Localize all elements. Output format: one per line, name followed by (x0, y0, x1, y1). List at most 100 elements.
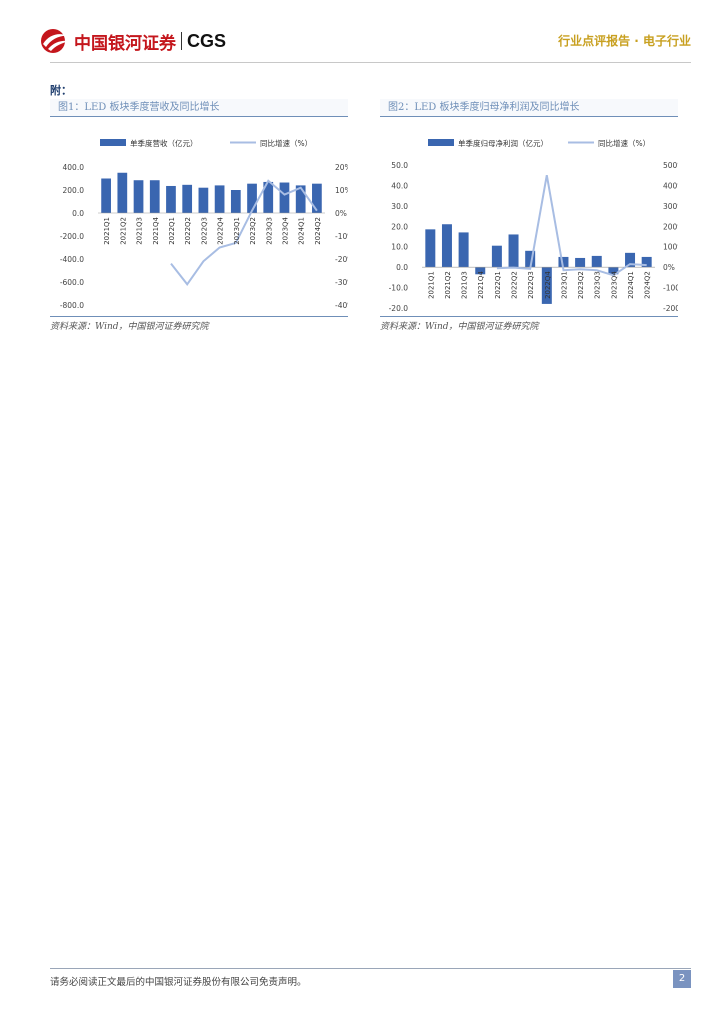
legend-bar-swatch (100, 139, 126, 146)
bar (182, 184, 193, 213)
x-axis-category-label: 2022Q2 (511, 271, 519, 299)
y-axis-right-tick: -200% (663, 304, 678, 313)
x-axis-category-label: 2023Q2 (577, 271, 585, 299)
bar (214, 185, 225, 213)
figure-border (50, 316, 348, 317)
bar (575, 257, 586, 268)
y-axis-left-tick: 40.0 (391, 181, 408, 190)
bar (101, 178, 111, 213)
legend-line-label: 同比增速（%） (260, 138, 312, 148)
y-axis-right-tick: 300% (663, 202, 678, 211)
figure-revenue: 图1：LED 板块季度营收及同比增长 单季度营收（亿元） 同比增速（%） 400.0… (50, 99, 348, 317)
bar (263, 181, 274, 213)
x-axis-category-label: 2021Q3 (136, 217, 144, 245)
y-axis-right-tick: -40% (335, 301, 348, 310)
bar (558, 256, 569, 268)
header-divider (50, 62, 691, 63)
galaxy-logo-icon (41, 29, 69, 53)
brand-name-cn: 中国银河证券 (74, 33, 176, 54)
legend-bar-swatch (428, 139, 454, 146)
bar (295, 185, 306, 213)
x-axis-category-label: 2022Q1 (494, 271, 502, 299)
y-axis-left-tick: 0.0 (72, 209, 84, 218)
bar (491, 245, 502, 268)
y-axis-left-tick: -20.0 (389, 304, 409, 313)
bar (149, 180, 160, 213)
x-axis-category-label: 2024Q1 (627, 271, 635, 299)
appendix-label: 附： (50, 84, 72, 97)
y-axis-right-tick: -30% (335, 278, 348, 287)
brand-logo: 中国银河证券 CGS (40, 28, 226, 54)
figure-border (380, 316, 678, 317)
bar (525, 250, 536, 268)
y-axis-right-tick: 200% (663, 222, 678, 231)
brand-separator (181, 32, 182, 50)
bar (475, 267, 486, 275)
y-axis-left-tick: 0.0 (396, 263, 408, 272)
bar (641, 256, 652, 268)
bar (591, 255, 602, 268)
y-axis-left-tick: 20.0 (391, 222, 408, 231)
y-axis-right-tick: 0% (663, 263, 675, 272)
footer-divider (50, 968, 691, 969)
bar (458, 232, 469, 268)
y-axis-left-tick: 200.0 (63, 186, 85, 195)
figure-source: 资料来源：Wind，中国银河证券研究院 (50, 322, 209, 332)
bar (117, 172, 128, 213)
y-axis-right-tick: 100% (663, 243, 678, 252)
x-axis-category-label: 2023Q3 (265, 217, 273, 245)
bar (425, 229, 436, 268)
x-axis-category-label: 2022Q1 (168, 217, 176, 245)
y-axis-right-tick: 400% (663, 181, 678, 190)
x-axis-category-label: 2023Q2 (249, 217, 257, 245)
x-axis-category-label: 2021Q4 (477, 271, 485, 299)
x-axis-category-label: 2022Q3 (200, 217, 208, 245)
legend-bar-label: 单季度营收（亿元） (130, 138, 198, 148)
x-axis-category-label: 2022Q3 (527, 271, 535, 299)
report-type: 行业点评报告 · 电子行业 (558, 34, 691, 48)
figure-title: 图2：LED 板块季度归母净利润及同比增长 (380, 99, 678, 117)
revenue-chart: 单季度营收（亿元） 同比增速（%） 400.0 200.0 0.0 -200.0 -400.… (60, 138, 348, 310)
y-axis-left-tick: 30.0 (391, 202, 408, 211)
bar (312, 183, 322, 213)
growth-line-series (496, 175, 647, 277)
x-axis-category-label: 2023Q1 (233, 217, 241, 245)
y-axis-left-tick: 10.0 (391, 243, 408, 252)
x-axis-category-label: 2023Q3 (594, 271, 602, 299)
x-axis-category-label: 2021Q2 (119, 217, 127, 245)
brand-name-en: CGS (187, 30, 227, 51)
y-axis-right-tick: 20% (335, 163, 348, 172)
x-axis-category-label: 2023Q4 (281, 216, 289, 244)
y-axis-right-tick: 500% (663, 161, 678, 170)
x-axis-category-label: 2021Q1 (427, 271, 435, 299)
bar (198, 187, 209, 213)
bar (625, 252, 636, 268)
legend-line-label: 同比增速（%） (598, 138, 650, 148)
x-axis-category-label: 2022Q4 (544, 271, 552, 299)
growth-line-series (170, 179, 318, 286)
y-axis-left-tick: 400.0 (63, 163, 85, 172)
y-axis-left-tick: -600.0 (60, 278, 84, 287)
y-axis-left-tick: -10.0 (389, 284, 409, 293)
x-axis-category-label: 2023Q1 (560, 271, 568, 299)
disclaimer-text: 请务必阅读正文最后的中国银河证券股份有限公司免责声明。 (50, 977, 307, 988)
x-axis-category-label: 2021Q4 (152, 216, 160, 244)
y-axis-left-tick: -800.0 (60, 301, 84, 310)
page-header: 中国银河证券 CGS 行业点评报告 · 电子行业 (0, 0, 724, 70)
page-number: 2 (673, 970, 691, 988)
figure-title: 图1：LED 板块季度营收及同比增长 (50, 99, 348, 117)
bar (247, 183, 257, 213)
y-axis-right-tick: 10% (335, 186, 348, 195)
figure-source: 资料来源：Wind，中国银河证券研究院 (380, 322, 539, 332)
x-axis-category-label: 2024Q2 (644, 271, 652, 299)
y-axis-right-tick: 0% (335, 209, 347, 218)
figure-net-profit: 图2：LED 板块季度归母净利润及同比增长 单季度归母净利润（亿元） 同比增速（%… (380, 99, 678, 317)
x-axis-category-label: 2021Q2 (444, 271, 452, 299)
bar (608, 267, 619, 275)
x-axis-category-label: 2021Q3 (461, 271, 469, 299)
y-axis-left-tick: -400.0 (60, 255, 84, 264)
y-axis-left-tick: 50.0 (391, 161, 408, 170)
y-axis-right-tick: -20% (335, 255, 348, 264)
x-axis-category-label: 2024Q2 (314, 217, 322, 245)
x-axis-category-label: 2021Q1 (103, 217, 111, 245)
